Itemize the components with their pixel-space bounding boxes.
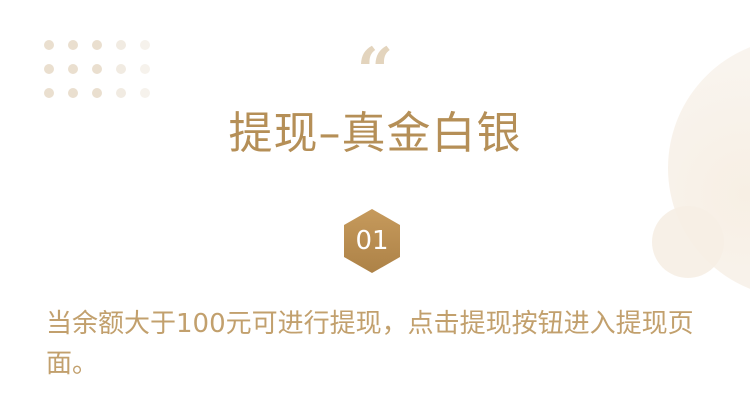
pattern-dot (140, 88, 150, 98)
pattern-dot (92, 40, 102, 50)
dot-pattern-icon (44, 40, 150, 98)
hexagon-badge-icon: 01 (343, 208, 401, 274)
pattern-dot (116, 64, 126, 74)
pattern-dot (68, 40, 78, 50)
decorative-circle-small (652, 206, 724, 278)
pattern-dot (140, 64, 150, 74)
pattern-dot (140, 40, 150, 50)
pattern-dot (44, 88, 54, 98)
pattern-dot (92, 88, 102, 98)
pattern-dot (68, 64, 78, 74)
pattern-dot (92, 64, 102, 74)
quote-mark-icon: “ (356, 34, 394, 109)
page-title: 提现–真金白银 (228, 108, 522, 159)
pattern-dot (116, 40, 126, 50)
pattern-dot (116, 88, 126, 98)
step-description: 当余额大于100元可进行提现，点击提现按钮进入提现页面。 (46, 309, 694, 379)
pattern-dot (44, 64, 54, 74)
pattern-dot (44, 40, 54, 50)
hexagon-shape (344, 209, 400, 273)
pattern-dot (68, 88, 78, 98)
step-number: 01 (355, 226, 389, 256)
